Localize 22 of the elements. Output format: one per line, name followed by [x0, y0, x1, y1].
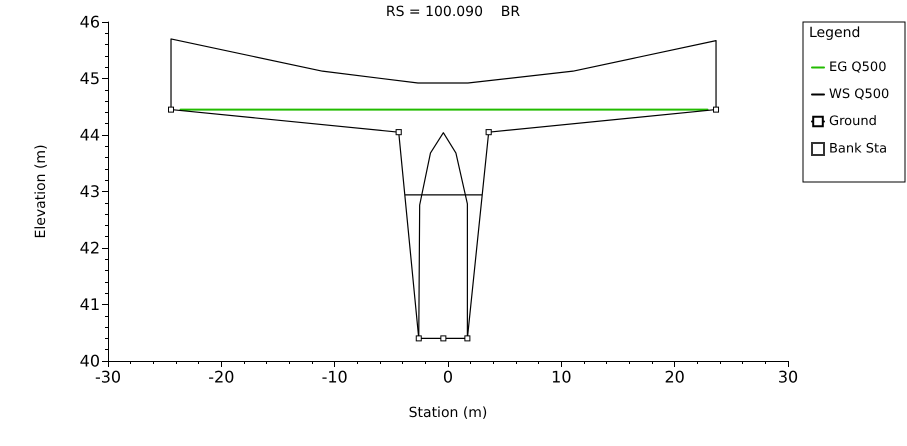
legend-label: WS Q500 [829, 87, 890, 102]
x-axis-title: Station (m) [408, 405, 488, 421]
legend-title: Legend [809, 25, 860, 41]
legend-label: Ground [829, 114, 877, 129]
chart-title: RS = 100.090 BR [386, 4, 520, 20]
x-tick-label: -20 [208, 368, 234, 386]
x-tick-label: -10 [322, 368, 348, 386]
x-tick-label: 30 [778, 368, 798, 386]
y-tick-label: 42 [80, 238, 100, 258]
x-tick-label: -30 [94, 368, 122, 386]
y-tick-label: 45 [80, 69, 100, 88]
y-tick-label: 40 [80, 352, 100, 370]
legend-label: Bank Sta [829, 142, 888, 156]
x-tick-label: 0 [442, 368, 454, 386]
legend-label: EG Q500 [829, 60, 886, 75]
y-tick-label: 43 [80, 182, 100, 201]
y-tick-label: 44 [80, 126, 100, 144]
y-tick-label: 46 [80, 12, 100, 32]
y-tick-label: 41 [80, 295, 100, 314]
y-axis-title: Elevation (m) [33, 144, 49, 239]
x-tick-label: 20 [664, 368, 685, 386]
x-tick-label: 10 [551, 368, 572, 386]
